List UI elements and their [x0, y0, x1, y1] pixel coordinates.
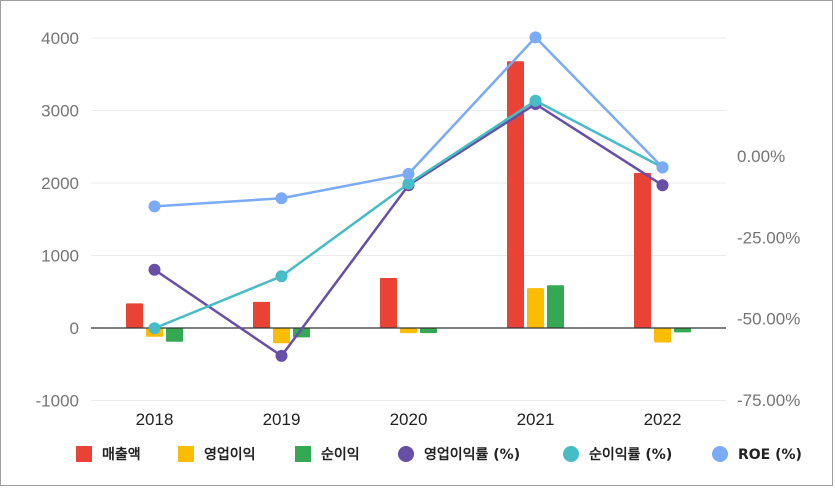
legend-label: 순이익	[321, 446, 360, 463]
series-point-2	[529, 94, 542, 107]
series-point-3	[275, 192, 288, 205]
series-point-2	[275, 270, 288, 283]
x-tick-label: 2022	[644, 410, 682, 429]
bar-1	[634, 172, 651, 328]
legend-label: 영업이익	[204, 446, 256, 463]
y-tick-left: 0	[70, 319, 79, 338]
series-point-2	[402, 177, 415, 190]
bar-3	[420, 328, 437, 334]
bar-2	[654, 328, 671, 343]
series-point-2	[148, 322, 161, 335]
series-line-2	[154, 99, 664, 330]
legend-swatch	[712, 446, 728, 462]
legend-label: 영업이익률 (%)	[424, 446, 520, 463]
x-tick-label: 2020	[390, 410, 428, 429]
bar-1	[507, 61, 524, 328]
series-point-3	[148, 200, 161, 213]
y-tick-right: -25.00%	[737, 228, 800, 247]
x-tick-label: 2021	[517, 410, 555, 429]
series-point-1	[656, 179, 669, 192]
legend-swatch	[563, 446, 579, 462]
bar-1	[380, 277, 397, 328]
y-tick-left: 2000	[41, 174, 79, 193]
y-tick-right: 0.00%	[737, 147, 785, 166]
bar-1	[253, 301, 270, 328]
y-tick-right: -75.00%	[737, 391, 800, 410]
series-point-3	[402, 167, 415, 180]
bar-1	[126, 303, 143, 328]
legend-swatch	[76, 446, 92, 462]
x-tick-label: 2019	[263, 410, 301, 429]
bar-3	[547, 285, 564, 328]
series-line-1	[153, 102, 664, 358]
y-tick-left: 1000	[41, 247, 79, 266]
legend-swatch	[295, 446, 311, 462]
series-point-1	[148, 263, 161, 276]
series-point-1	[275, 349, 288, 362]
legend-label: 순이익률 (%)	[589, 446, 672, 463]
legend-label: 매출액	[102, 446, 141, 463]
bar-2	[400, 328, 417, 334]
bar-2	[527, 288, 544, 328]
series-point-3	[529, 31, 542, 44]
bar-2	[273, 328, 290, 344]
bar-3	[166, 328, 183, 342]
y-tick-left: 4000	[41, 29, 79, 48]
x-tick-label: 2018	[136, 410, 174, 429]
y-tick-right: -50.00%	[737, 310, 800, 329]
y-tick-left: -1000	[36, 392, 79, 411]
legend-label: ROE (%)	[738, 447, 802, 463]
bar-3	[674, 328, 691, 333]
legend-swatch	[178, 446, 194, 462]
series-point-3	[656, 161, 669, 174]
y-tick-left: 3000	[41, 102, 79, 121]
legend-swatch	[398, 446, 414, 462]
